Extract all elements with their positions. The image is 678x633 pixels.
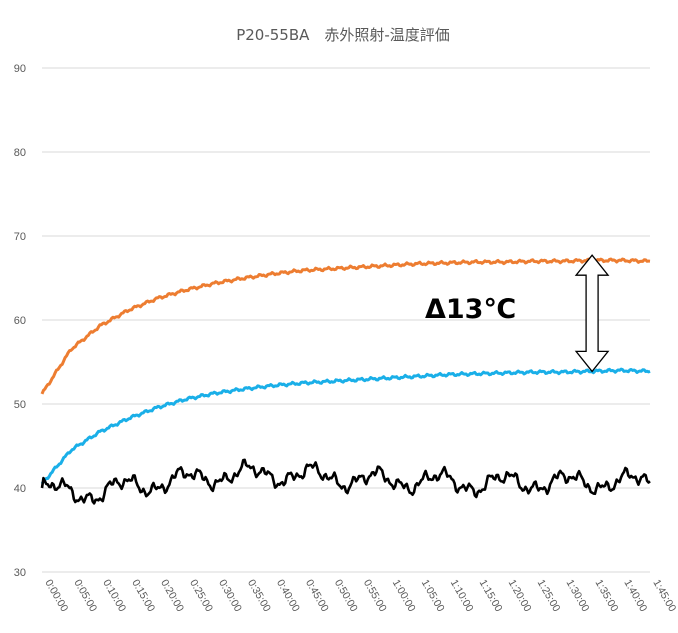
x-tick-label: 0:30:00 <box>216 578 244 614</box>
x-tick-label: 0:45:00 <box>303 578 331 614</box>
gridlines <box>42 67 650 573</box>
y-tick-label: 50 <box>14 399 26 411</box>
x-tick-label: 0:00:00 <box>42 578 70 614</box>
x-tick-label: 1:35:00 <box>592 578 620 614</box>
y-axis-ticks: 90 80 70 60 50 40 30 <box>14 63 26 579</box>
x-tick-label: 1:30:00 <box>564 578 592 614</box>
chart-title: P20-55BA 赤外照射-温度評価 <box>236 26 450 44</box>
y-tick-label: 70 <box>14 231 26 243</box>
series-lines <box>40 257 651 505</box>
x-tick-label: 0:25:00 <box>187 578 215 614</box>
x-tick-label: 0:55:00 <box>361 578 389 614</box>
x-tick-label: 1:15:00 <box>477 578 505 614</box>
x-tick-label: 1:05:00 <box>419 578 447 614</box>
x-tick-label: 0:05:00 <box>71 578 99 614</box>
x-tick-label: 0:35:00 <box>245 578 273 614</box>
y-tick-label: 90 <box>14 63 26 75</box>
x-tick-label: 0:50:00 <box>332 578 360 614</box>
x-tick-label: 1:00:00 <box>390 578 418 614</box>
y-tick-label: 40 <box>14 483 26 495</box>
x-tick-label: 1:20:00 <box>506 578 534 614</box>
series-line-3 <box>40 458 651 505</box>
x-tick-label: 0:15:00 <box>129 578 157 614</box>
series-line-2 <box>40 367 651 485</box>
y-tick-label: 80 <box>14 147 26 159</box>
x-tick-label: 1:40:00 <box>621 578 649 614</box>
x-tick-label: 1:10:00 <box>448 578 476 614</box>
x-tick-label: 0:10:00 <box>100 578 128 614</box>
y-tick-label: 30 <box>14 567 26 579</box>
x-axis-ticks: 0:00:00 0:05:00 0:10:00 0:15:00 0:20:00 0:25:… <box>42 578 678 614</box>
double-arrow-icon <box>574 254 610 373</box>
delta-temperature-label: Δ13℃ <box>425 294 516 325</box>
x-tick-label: 1:45:00 <box>650 578 678 614</box>
y-tick-label: 60 <box>14 315 26 327</box>
x-tick-label: 1:25:00 <box>535 578 563 614</box>
x-tick-label: 0:20:00 <box>158 578 186 614</box>
annotation-group: Δ13℃ <box>425 254 610 373</box>
x-tick-label: 0:40:00 <box>274 578 302 614</box>
series-line-1 <box>40 257 651 395</box>
